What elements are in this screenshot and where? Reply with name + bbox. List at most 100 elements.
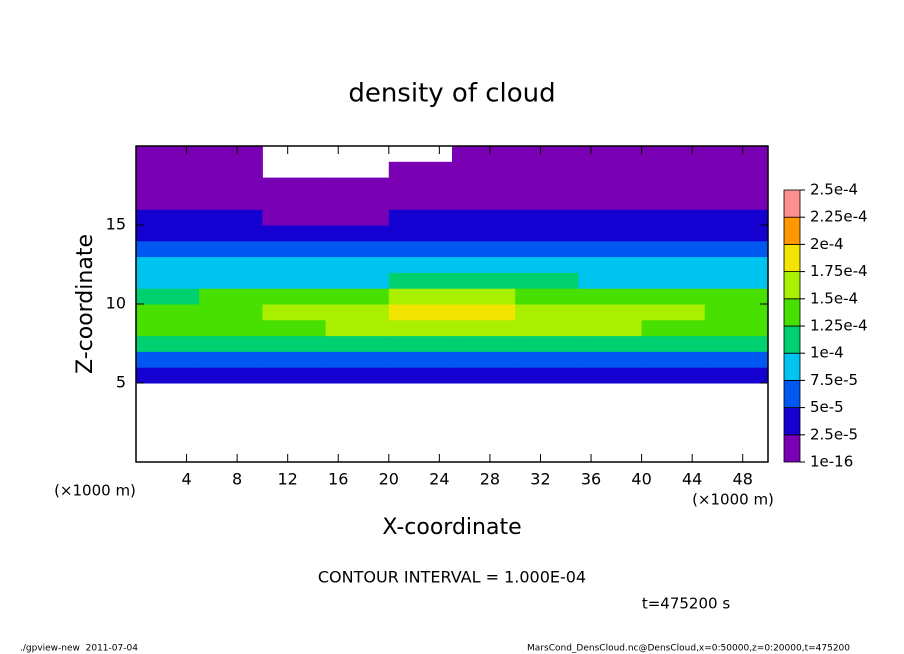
- colorbar-band: [783, 216, 801, 245]
- heat-cell: [452, 161, 516, 179]
- heat-cell: [136, 351, 200, 368]
- heat-cell: [578, 319, 643, 337]
- heat-cell: [452, 146, 516, 163]
- heat-cell: [578, 367, 643, 384]
- heat-cell: [199, 193, 263, 210]
- heat-cell: [199, 367, 263, 384]
- heat-cell: [136, 225, 200, 242]
- heat-cell: [388, 304, 453, 321]
- heat-cell: [578, 272, 643, 289]
- heat-cell: [199, 209, 263, 226]
- heat-cell: [641, 193, 706, 210]
- x-tick-label: 44: [682, 470, 702, 489]
- heat-cell: [262, 272, 327, 289]
- heat-cell: [452, 351, 516, 368]
- heat-cell: [641, 177, 706, 194]
- heat-cell: [641, 367, 706, 384]
- heat-cell: [515, 193, 579, 210]
- colorbar-band: [783, 379, 801, 408]
- heat-cell: [388, 367, 453, 384]
- heat-cell: [199, 146, 263, 163]
- heat-cell: [704, 209, 769, 226]
- heat-cell: [325, 367, 390, 384]
- colorbar-label: 2.5e-5: [810, 425, 858, 443]
- x-axis-label: X-coordinate: [382, 515, 521, 540]
- heat-cell: [388, 319, 453, 337]
- heat-cell: [262, 209, 327, 226]
- heat-cell: [325, 335, 390, 352]
- heat-cell: [388, 288, 453, 305]
- heat-cell: [515, 146, 579, 163]
- heat-cell: [704, 240, 769, 258]
- heat-cell: [262, 304, 327, 321]
- heat-cell: [452, 240, 516, 258]
- time-label: t=475200 s: [642, 595, 730, 613]
- heat-cell: [641, 240, 706, 258]
- colorbar-label: 1e-16: [810, 453, 853, 471]
- heat-cell: [262, 367, 327, 384]
- heat-cell: [515, 256, 579, 273]
- heat-cell: [641, 272, 706, 289]
- heat-cell: [262, 225, 327, 242]
- heat-cell: [325, 319, 390, 337]
- heat-cell: [641, 304, 706, 321]
- heat-cell: [325, 225, 390, 242]
- heat-cell: [578, 177, 643, 194]
- chart-title: density of cloud: [348, 79, 555, 109]
- heat-cell: [136, 209, 200, 226]
- heat-cell: [452, 304, 516, 321]
- heat-cell: [704, 161, 769, 179]
- heat-cell: [325, 177, 390, 194]
- y-tick-label: 15: [106, 215, 126, 234]
- heat-cell: [704, 304, 769, 321]
- heat-cell: [515, 367, 579, 384]
- colorbar-label: 1.5e-4: [810, 289, 858, 307]
- heat-cell: [199, 288, 263, 305]
- heat-cell: [704, 335, 769, 352]
- heat-cell: [452, 319, 516, 337]
- heat-cell: [641, 288, 706, 305]
- x-tick-label: 16: [328, 470, 348, 489]
- heat-cell: [641, 256, 706, 273]
- heat-cell: [515, 351, 579, 368]
- y-tick-label: 5: [116, 373, 126, 392]
- heat-cell: [704, 256, 769, 273]
- heat-cell: [199, 335, 263, 352]
- heat-cell: [578, 193, 643, 210]
- heat-cell: [578, 256, 643, 273]
- heat-cell: [199, 319, 263, 337]
- heat-cell: [641, 351, 706, 368]
- heat-cell: [515, 304, 579, 321]
- heat-cell: [704, 272, 769, 289]
- heat-cell: [325, 256, 390, 273]
- heat-cell: [199, 304, 263, 321]
- heat-cell: [578, 225, 643, 242]
- heat-cell: [704, 367, 769, 384]
- colorbar-label: 7.5e-5: [810, 371, 858, 389]
- heat-cell: [704, 225, 769, 242]
- heat-cell: [199, 256, 263, 273]
- y-unit: (×1000 m): [54, 482, 136, 500]
- heat-cell: [704, 288, 769, 305]
- heat-cell: [262, 177, 327, 194]
- heat-cell: [388, 351, 453, 368]
- heat-cell: [452, 335, 516, 352]
- x-tick-label: 24: [429, 470, 449, 489]
- y-axis-label: Z-coordinate: [73, 234, 98, 374]
- heat-cell: [136, 256, 200, 273]
- heat-cell: [262, 240, 327, 258]
- heat-cell: [136, 146, 200, 163]
- heat-cell: [704, 177, 769, 194]
- x-unit: (×1000 m): [692, 491, 774, 509]
- heat-cell: [704, 193, 769, 210]
- heat-cell: [641, 225, 706, 242]
- heat-cell: [515, 240, 579, 258]
- heat-cell: [452, 367, 516, 384]
- x-tick-label: 20: [379, 470, 399, 489]
- heat-cell: [262, 193, 327, 210]
- heat-cell: [641, 146, 706, 163]
- heat-cell: [578, 335, 643, 352]
- heat-cell: [515, 161, 579, 179]
- heat-cell: [388, 256, 453, 273]
- heat-cell: [388, 335, 453, 352]
